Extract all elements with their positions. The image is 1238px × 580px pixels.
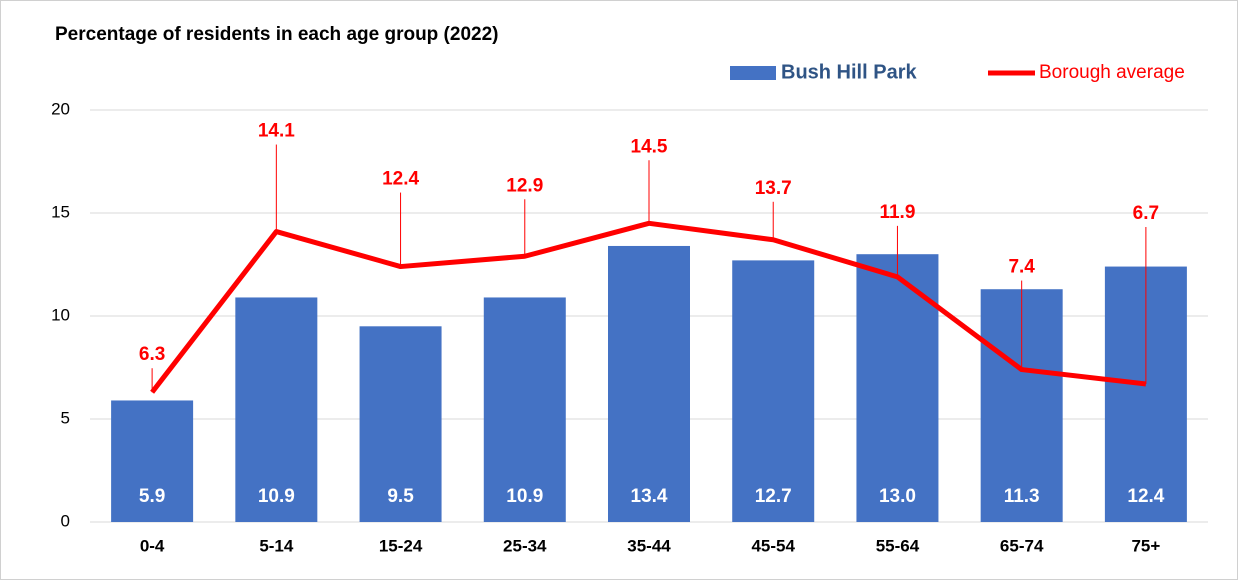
line-value-label: 11.9 (879, 202, 915, 223)
x-tick-label: 75+ (1131, 536, 1160, 555)
bar-value-label: 10.9 (258, 486, 295, 507)
x-tick-label: 25-34 (503, 536, 547, 555)
y-tick-label: 15 (51, 202, 70, 221)
bar (608, 245, 690, 522)
line-value-label: 7.4 (1008, 257, 1035, 278)
x-tick-label: 0-4 (140, 536, 165, 555)
x-tick-label: 45-54 (751, 536, 795, 555)
bar-value-label: 13.0 (879, 486, 916, 507)
chart-title: Percentage of residents in each age grou… (55, 24, 498, 45)
line-value-label: 13.7 (755, 178, 792, 199)
bar-value-label: 9.5 (387, 486, 414, 507)
legend-label: Borough average (1039, 62, 1185, 83)
bar-value-label: 11.3 (1004, 486, 1040, 507)
legend-swatch (730, 66, 776, 80)
line-value-label: 6.3 (139, 344, 165, 365)
bar (856, 254, 939, 522)
line-value-label: 12.9 (506, 175, 543, 196)
y-tick-label: 20 (51, 99, 70, 118)
bar-value-label: 12.4 (1127, 486, 1164, 507)
bar-value-label: 10.9 (506, 486, 543, 507)
bar (359, 326, 442, 522)
bar-value-label: 13.4 (631, 486, 668, 507)
y-tick-label: 10 (51, 305, 70, 324)
line-value-label: 12.4 (382, 169, 419, 190)
x-tick-label: 15-24 (379, 536, 423, 555)
x-tick-label: 55-64 (876, 536, 920, 555)
bar (111, 400, 194, 522)
bar (483, 297, 566, 522)
x-tick-label: 65-74 (1000, 536, 1044, 555)
line-value-label: 14.5 (631, 136, 668, 157)
legend-label: Bush Hill Park (781, 61, 917, 83)
line-value-label: 6.7 (1133, 203, 1159, 224)
bar-value-label: 5.9 (139, 486, 165, 507)
line-value-label: 14.1 (258, 121, 295, 142)
y-tick-label: 0 (61, 511, 70, 530)
bar (235, 297, 318, 522)
bar (732, 260, 815, 522)
y-tick-label: 5 (61, 408, 70, 427)
bar-value-label: 12.7 (755, 486, 792, 507)
x-tick-label: 35-44 (627, 536, 671, 555)
x-tick-label: 5-14 (259, 536, 294, 555)
